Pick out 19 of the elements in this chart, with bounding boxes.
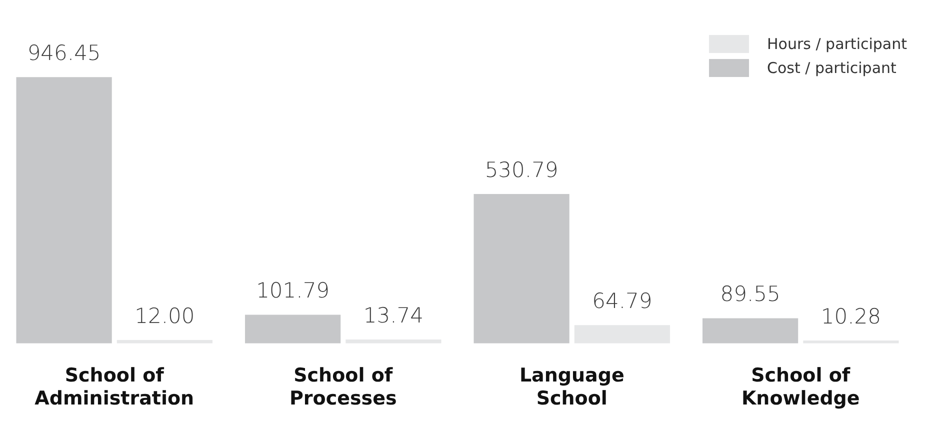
x-tick-label: School of Knowledge	[741, 364, 860, 410]
legend-label: Hours / participant	[767, 35, 907, 53]
data-label: 946.45	[27, 41, 101, 66]
bar	[574, 325, 670, 344]
data-label: 13.74	[363, 303, 424, 328]
bar	[702, 318, 798, 344]
x-tick-label: School of Administration	[34, 364, 194, 410]
x-tick-label: School of Processes	[289, 364, 397, 410]
bar	[244, 314, 341, 344]
data-label: 89.55	[720, 282, 780, 306]
legend-label: Cost / participant	[767, 59, 896, 77]
data-label: 12.00	[134, 304, 195, 328]
data-label: 10.28	[820, 304, 882, 328]
data-label: 101.79	[256, 278, 330, 303]
bar	[474, 194, 570, 344]
x-tick-label: Language School	[519, 364, 624, 410]
bar	[16, 77, 112, 344]
data-label: 64.79	[592, 289, 652, 314]
data-label: 530.79	[484, 158, 558, 182]
